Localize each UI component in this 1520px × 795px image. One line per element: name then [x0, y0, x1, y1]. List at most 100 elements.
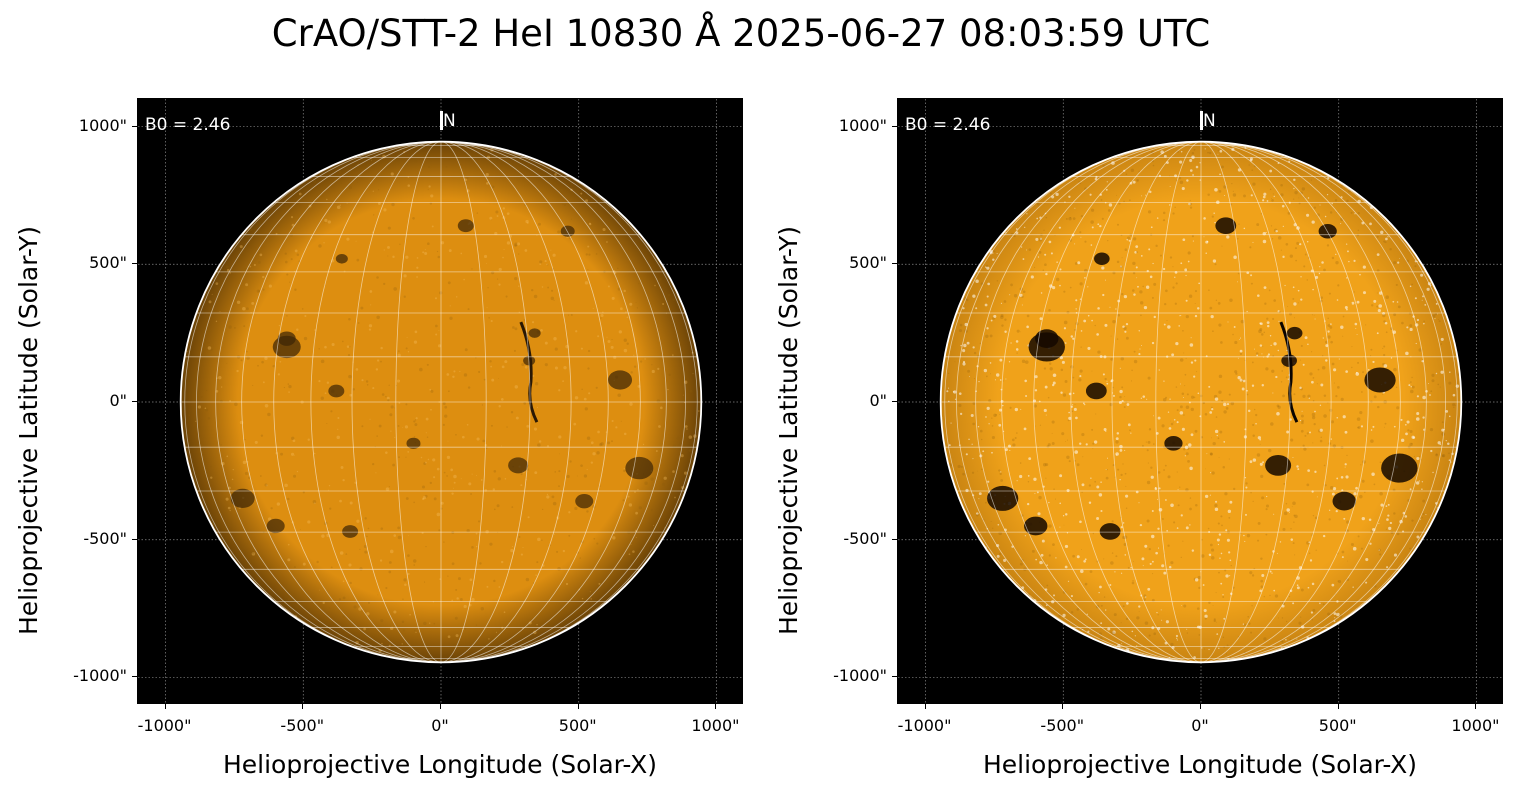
dark-feature — [335, 253, 348, 264]
y-tick-label: 1000" — [838, 115, 887, 135]
longitude-line — [310, 141, 442, 663]
dark-feature — [406, 437, 421, 449]
x-tick-label: -1000" — [897, 716, 952, 735]
longitude-line — [440, 141, 609, 663]
x-tick-mark — [715, 704, 717, 709]
x-tick-label: -500" — [280, 716, 325, 735]
y-tick-mark — [132, 676, 137, 678]
y-tick-label: 0" — [869, 391, 887, 410]
solar-disk-map-left — [138, 99, 742, 703]
x-axis-label-left: Helioprojective Longitude (Solar-X) — [222, 750, 657, 779]
dark-feature — [1286, 326, 1303, 340]
longitude-line — [196, 141, 442, 663]
solar-disk-map-right — [898, 99, 1502, 703]
y-tick-label: -500" — [83, 528, 127, 548]
x-tick-mark — [577, 704, 579, 709]
dark-feature — [1332, 491, 1356, 511]
y-tick-label: 500" — [89, 253, 127, 273]
dark-feature — [1318, 223, 1337, 239]
x-tick-mark — [924, 704, 926, 709]
longitude-line — [975, 141, 1202, 663]
x-tick-mark — [1200, 704, 1201, 709]
y-tick-mark — [892, 401, 897, 402]
x-tick-label: 1000" — [1451, 716, 1500, 735]
x-tick-mark — [440, 704, 441, 709]
dark-feature — [608, 370, 633, 390]
longitude-line — [440, 141, 686, 663]
y-tick-label: -1000" — [833, 666, 887, 686]
x-tick-mark — [1475, 704, 1477, 709]
y-tick-mark — [892, 538, 897, 540]
longitude-line — [241, 141, 442, 663]
x-tick-label: 1000" — [691, 716, 740, 735]
north-label-right: N — [1203, 111, 1216, 131]
longitude-line — [440, 141, 572, 663]
longitude-line — [1200, 141, 1247, 663]
x-tick-label: 500" — [1318, 716, 1357, 735]
longitude-line — [1200, 141, 1427, 663]
filament — [519, 321, 539, 423]
x-tick-mark — [1337, 704, 1339, 709]
longitude-line — [1111, 141, 1202, 663]
longitude-line — [956, 141, 1202, 663]
longitude-line — [440, 141, 531, 663]
longitude-line — [1070, 141, 1202, 663]
longitude-line — [184, 141, 442, 663]
dark-feature — [457, 219, 474, 233]
longitude-line — [1200, 141, 1332, 663]
dark-feature — [342, 525, 359, 538]
y-axis-label-left: Helioprojective Latitude (Solar-Y) — [14, 226, 43, 635]
y-tick-mark — [892, 125, 897, 127]
dark-feature — [508, 457, 529, 474]
b0-annotation-right: B0 = 2.46 — [905, 115, 991, 135]
y-axis-label-right: Helioprojective Latitude (Solar-Y) — [774, 226, 803, 635]
dark-feature — [1024, 516, 1048, 536]
dark-feature — [1099, 523, 1121, 540]
longitude-line — [440, 141, 698, 663]
dark-feature — [528, 328, 541, 338]
y-tick-mark — [132, 263, 137, 265]
longitude-line — [1033, 141, 1202, 663]
longitude-line — [440, 141, 641, 663]
dark-feature — [1364, 367, 1396, 393]
dark-feature — [230, 488, 255, 509]
x-tick-label: 500" — [558, 716, 597, 735]
north-indicator-right — [1200, 111, 1203, 130]
y-tick-mark — [132, 125, 137, 127]
b0-annotation-left: B0 = 2.46 — [145, 115, 231, 135]
dark-feature — [987, 485, 1019, 511]
longitude-line — [1001, 141, 1202, 663]
y-tick-label: -500" — [843, 528, 887, 548]
north-label-left: N — [443, 111, 456, 131]
longitude-line — [1200, 141, 1401, 663]
longitude-line — [944, 141, 1202, 663]
dark-feature — [1265, 454, 1292, 476]
dark-feature — [1085, 382, 1107, 400]
y-tick-mark — [132, 538, 137, 540]
dark-feature — [560, 225, 575, 237]
dark-feature — [625, 456, 654, 480]
limb-circle — [939, 140, 1463, 664]
dark-feature — [1433, 261, 1454, 279]
x-axis-label-right: Helioprojective Longitude (Solar-X) — [982, 750, 1417, 779]
x-tick-label: -1000" — [137, 716, 192, 735]
y-tick-label: 500" — [849, 253, 887, 273]
y-tick-mark — [892, 263, 897, 265]
longitude-line — [395, 141, 442, 663]
dark-feature — [1035, 329, 1059, 349]
longitude-line — [273, 141, 442, 663]
dark-feature — [1381, 453, 1418, 483]
north-indicator-left — [440, 111, 443, 130]
solar-image-right: N B0 = 2.46 — [897, 98, 1503, 704]
dark-feature — [1215, 217, 1237, 235]
longitude-line — [1200, 141, 1369, 663]
longitude-line — [1200, 141, 1458, 663]
dark-feature — [266, 518, 285, 534]
dark-feature — [277, 331, 296, 346]
dark-feature — [1164, 436, 1183, 451]
limb-circle — [179, 140, 703, 664]
dark-feature — [328, 384, 345, 398]
longitude-line — [440, 141, 667, 663]
longitude-line — [1200, 141, 1446, 663]
dark-feature — [575, 493, 594, 509]
